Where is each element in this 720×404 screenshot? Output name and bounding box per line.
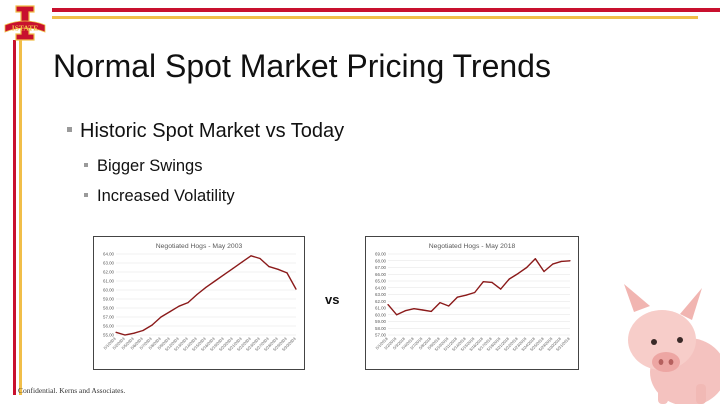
data-point: [160, 316, 162, 318]
pig-image: [624, 284, 720, 404]
bullet-main: Historic Spot Market vs Today: [67, 120, 344, 143]
sub-bullet-text: Bigger Swings: [97, 157, 203, 175]
data-point: [387, 304, 389, 306]
y-tick-label: 63.00: [375, 292, 387, 297]
sub-bullet: Bigger Swings: [84, 157, 202, 176]
chart-2003: Negotiated Hogs - May 2003 64.00 63.00 62.0…: [93, 236, 305, 370]
data-point: [430, 310, 432, 312]
data-point: [552, 263, 554, 265]
data-point: [491, 281, 493, 283]
data-point: [396, 314, 398, 316]
sub-bullet: Increased Volatility: [84, 187, 235, 206]
y-tick-label: 57.00: [103, 315, 115, 320]
data-point: [439, 302, 441, 304]
y-tick-label: 58.00: [103, 306, 115, 311]
data-point: [404, 310, 406, 312]
isu-logo: ISTATE: [4, 5, 46, 41]
y-tick-label: 67.00: [375, 265, 387, 270]
chart-title: Negotiated Hogs - May 2003: [156, 243, 243, 250]
data-point: [169, 311, 171, 313]
header-accent-red: [52, 8, 720, 12]
bullet-square-icon: [67, 127, 72, 133]
data-point: [295, 288, 297, 290]
data-point: [286, 272, 288, 274]
series-line: [387, 258, 571, 316]
data-point: [259, 257, 261, 260]
chart-2003-svg: Negotiated Hogs - May 2003 64.00 63.00 62.0…: [102, 243, 297, 352]
bullet-main-text: Historic Spot Market vs Today: [80, 120, 345, 142]
data-point: [465, 294, 467, 296]
sidebar-accent-gold: [19, 40, 22, 395]
y-tick-label: 61.00: [103, 279, 115, 284]
vs-label: vs: [325, 292, 340, 307]
data-point: [241, 261, 243, 263]
y-tick-label: 59.00: [103, 297, 115, 302]
data-point: [196, 293, 198, 296]
data-point: [448, 305, 450, 307]
y-tick-label: 65.00: [375, 279, 387, 284]
y-tick-label: 64.00: [103, 252, 115, 257]
y-tick-label: 61.00: [375, 306, 387, 311]
data-point: [124, 334, 126, 336]
y-tick-label: 55.00: [103, 333, 115, 338]
data-point: [115, 331, 117, 333]
data-point: [456, 296, 458, 298]
data-point: [214, 280, 216, 282]
bullet-square-icon: [84, 192, 88, 197]
page-title: Normal Spot Market Pricing Trends: [53, 48, 551, 84]
data-point: [534, 258, 536, 260]
y-tick-label: 62.00: [103, 270, 115, 275]
chart-title: Negotiated Hogs - May 2018: [429, 243, 516, 250]
data-point: [187, 302, 189, 304]
data-point: [142, 329, 144, 332]
data-point: [151, 324, 153, 326]
data-point: [508, 278, 510, 280]
data-point: [250, 255, 252, 257]
data-point: [277, 268, 279, 270]
y-tick-label: 60.00: [375, 312, 387, 317]
data-point: [178, 305, 180, 307]
data-point: [268, 266, 270, 268]
bullet-square-icon: [84, 162, 88, 167]
data-point: [223, 274, 225, 276]
y-tick-label: 68.00: [375, 258, 387, 263]
y-tick-label: 58.00: [375, 326, 387, 331]
logo-text: ISTATE: [12, 24, 38, 33]
data-point: [569, 260, 571, 262]
data-point: [517, 272, 519, 275]
data-point: [560, 260, 562, 263]
y-tick-label: 64.00: [375, 285, 387, 290]
data-point: [133, 332, 135, 334]
y-tick-label: 63.00: [103, 261, 115, 266]
sidebar-accent-red: [13, 40, 16, 395]
chart-2018: Negotiated Hogs - May 2018 69.00 68.00 67.0…: [365, 236, 579, 370]
header-accent-gold: [52, 16, 698, 19]
footer-text: Confidential. Kerns and Associates.: [18, 386, 126, 395]
data-point: [205, 286, 207, 288]
data-point: [500, 288, 502, 290]
data-point: [474, 291, 476, 294]
data-point: [413, 308, 415, 310]
data-point: [422, 309, 424, 311]
data-point: [232, 267, 234, 269]
sub-bullet-text: Increased Volatility: [97, 187, 235, 205]
data-point: [543, 270, 545, 273]
y-tick-label: 60.00: [103, 288, 115, 293]
series-line: [115, 255, 297, 336]
y-tick-label: 62.00: [375, 299, 387, 304]
y-tick-label: 57.00: [375, 333, 387, 338]
y-tick-label: 69.00: [375, 252, 387, 257]
data-point: [482, 281, 484, 283]
y-tick-label: 56.00: [103, 324, 115, 329]
y-tick-label: 66.00: [375, 272, 387, 277]
y-tick-label: 59.00: [375, 319, 387, 324]
data-point: [526, 266, 528, 269]
